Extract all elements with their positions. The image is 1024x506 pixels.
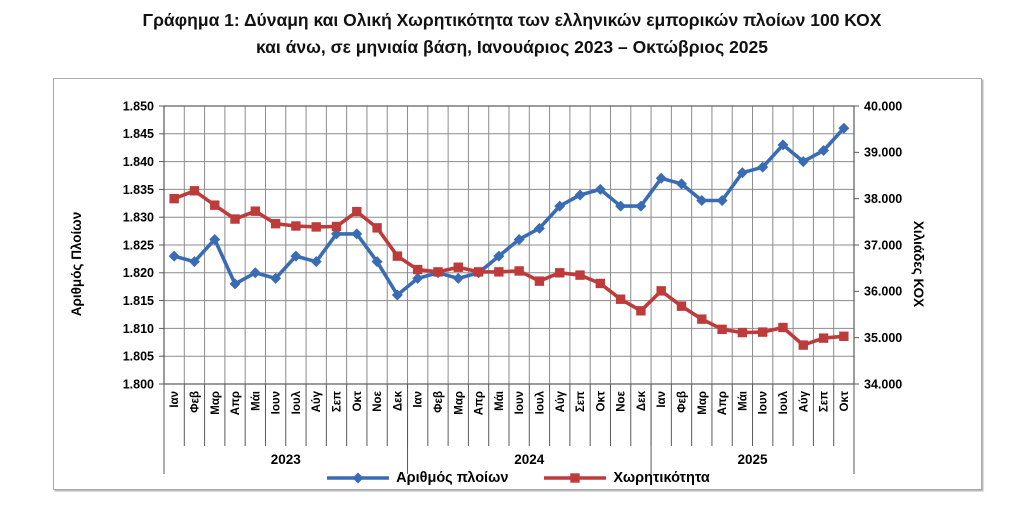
svg-text:2025: 2025: [738, 452, 769, 467]
series-ships: [168, 122, 850, 301]
svg-text:Οκτ: Οκτ: [352, 391, 364, 412]
axis-tick-labels: 1.850 1.845 1.840 1.835 1.830 1.825 1.820 1.815…: [123, 99, 903, 391]
svg-text:Απρ: Απρ: [230, 391, 242, 415]
svg-text:2024: 2024: [514, 452, 545, 467]
ships-line-marker-icon: [327, 472, 390, 484]
svg-text:Ιαν: Ιαν: [413, 391, 425, 408]
svg-text:Σεπ: Σεπ: [575, 391, 587, 412]
svg-text:40.000: 40.000: [864, 99, 902, 113]
capacity-line-marker-icon: [544, 473, 607, 483]
svg-text:Δεκ: Δεκ: [636, 390, 648, 411]
chart-frame: Αριθμός Πλοίων Χιλιάδες ΚΟΧ 1.850 1.845 1.…: [53, 78, 982, 490]
chart-title-line2: και άνω, σε μηνιαία βάση, Ιανουάριος 202…: [256, 37, 768, 58]
series-capacity: [169, 186, 849, 350]
legend-label-ships: Αριθμός πλοίων: [396, 470, 509, 486]
legend: Αριθμός πλοίων Χωρητικότητα: [54, 470, 981, 486]
svg-text:Ιαν: Ιαν: [169, 391, 181, 408]
svg-text:Ιουλ: Ιουλ: [534, 390, 546, 414]
svg-text:1.850: 1.850: [123, 99, 154, 113]
svg-text:1.830: 1.830: [123, 211, 154, 225]
svg-text:Αύγ: Αύγ: [555, 390, 567, 412]
svg-text:34.000: 34.000: [864, 377, 902, 391]
axis-ticks: [159, 105, 859, 385]
svg-text:37.000: 37.000: [864, 238, 902, 252]
svg-text:Ιουν: Ιουν: [514, 391, 526, 414]
svg-text:Μάι: Μάι: [494, 391, 506, 411]
gridlines: [163, 105, 855, 385]
legend-item-ships: Αριθμός πλοίων: [325, 470, 508, 486]
svg-text:39.000: 39.000: [864, 146, 902, 160]
svg-text:Νοε: Νοε: [616, 390, 628, 411]
x-axis-year-labels: 2023 2024 2025: [271, 452, 768, 467]
svg-text:Δεκ: Δεκ: [392, 390, 404, 411]
svg-text:Μαρ: Μαρ: [210, 391, 222, 415]
svg-text:Φεβ: Φεβ: [677, 391, 689, 413]
category-separators: [163, 384, 855, 474]
svg-text:Μάι: Μάι: [250, 391, 262, 411]
svg-text:Απρ: Απρ: [474, 391, 486, 415]
svg-text:Οκτ: Οκτ: [839, 391, 851, 412]
svg-text:35.000: 35.000: [864, 331, 902, 345]
svg-text:Απρ: Απρ: [717, 391, 729, 415]
chart-title: Γράφημα 1: Δύναμη και Ολική Χωρητικότητα…: [0, 7, 1024, 61]
svg-text:Ιουλ: Ιουλ: [291, 390, 303, 414]
svg-text:Σεπ: Σεπ: [332, 391, 344, 412]
svg-text:Φεβ: Φεβ: [189, 391, 201, 413]
plot-border: [163, 105, 855, 385]
chart-title-line1: Γράφημα 1: Δύναμη και Ολική Χωρητικότητα…: [142, 10, 882, 30]
svg-text:Ιουν: Ιουν: [271, 391, 283, 414]
x-axis-month-labels: Ιαν Φεβ Μαρ Απρ Μάι Ιουν Ιουλ Αύγ Σεπ Οκτ Νοε Δεκ Ια…: [169, 390, 851, 415]
svg-text:Φεβ: Φεβ: [433, 391, 445, 413]
svg-text:Ιουν: Ιουν: [758, 391, 770, 414]
svg-text:1.840: 1.840: [123, 155, 154, 169]
svg-text:Μαρ: Μαρ: [453, 391, 465, 415]
svg-text:Σεπ: Σεπ: [819, 391, 831, 412]
svg-text:38.000: 38.000: [864, 192, 902, 206]
svg-text:Οκτ: Οκτ: [595, 391, 607, 412]
svg-text:1.820: 1.820: [123, 266, 154, 280]
svg-text:1.845: 1.845: [123, 127, 154, 141]
svg-text:1.800: 1.800: [123, 377, 154, 391]
svg-text:1.815: 1.815: [123, 294, 154, 308]
svg-text:Αύγ: Αύγ: [311, 390, 323, 412]
svg-text:Ιουλ: Ιουλ: [778, 390, 790, 414]
svg-text:Αύγ: Αύγ: [798, 390, 810, 412]
plot-area: 1.850 1.845 1.840 1.835 1.830 1.825 1.820 1.815…: [123, 99, 903, 474]
svg-text:2023: 2023: [271, 452, 302, 467]
svg-text:1.825: 1.825: [123, 238, 154, 252]
svg-text:1.810: 1.810: [123, 322, 154, 336]
svg-text:36.000: 36.000: [864, 285, 902, 299]
legend-item-capacity: Χωρητικότητα: [542, 470, 710, 486]
legend-label-capacity: Χωρητικότητα: [613, 470, 710, 486]
svg-text:1.835: 1.835: [123, 183, 154, 197]
svg-text:1.805: 1.805: [123, 350, 154, 364]
svg-text:Νοε: Νοε: [372, 390, 384, 411]
svg-text:Ιαν: Ιαν: [656, 391, 668, 408]
svg-text:Μαρ: Μαρ: [697, 391, 709, 415]
svg-text:Μάι: Μάι: [737, 391, 749, 411]
